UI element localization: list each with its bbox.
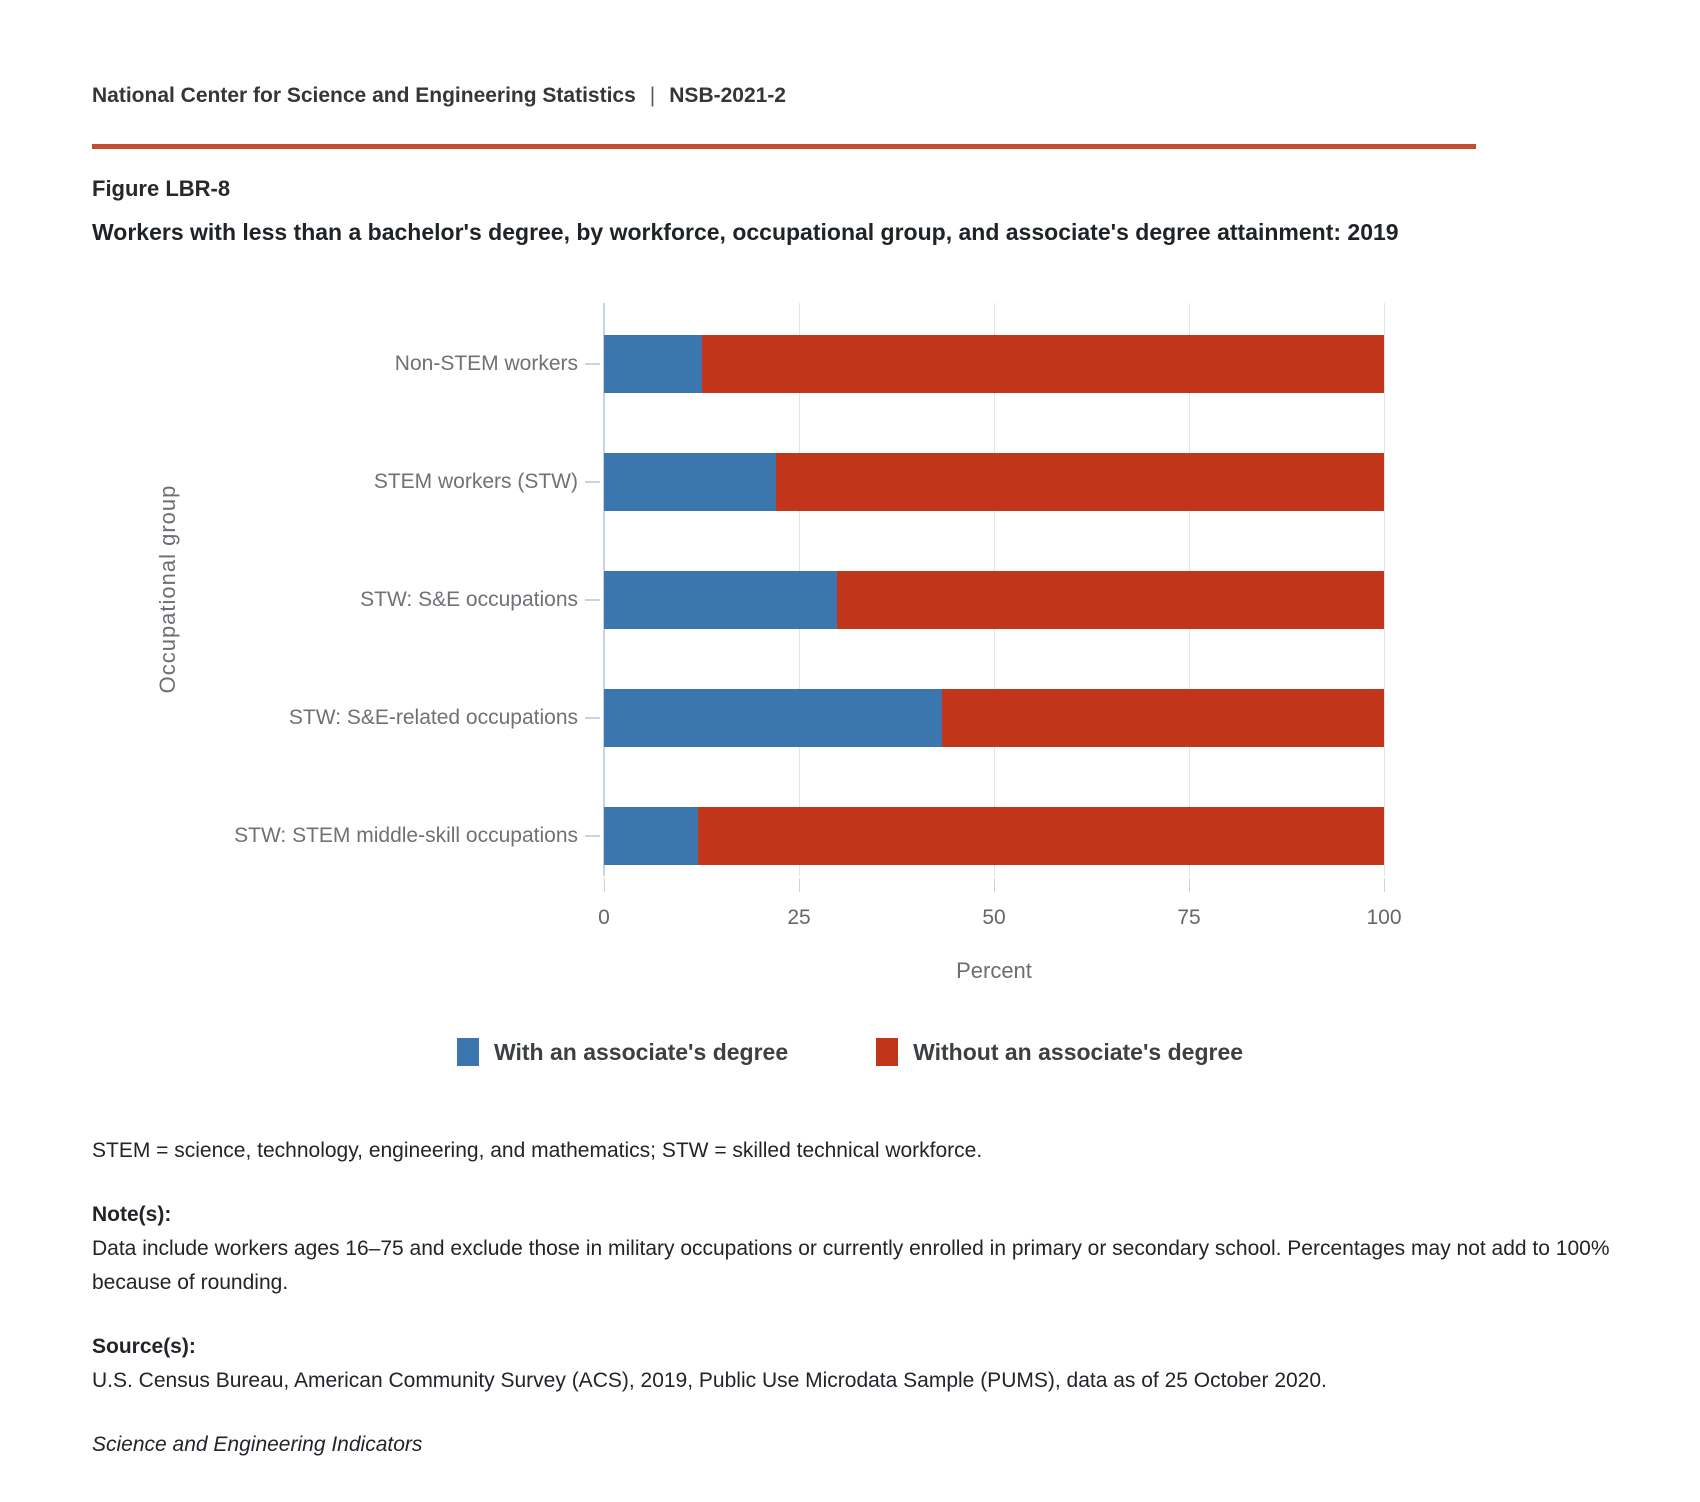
figure-label: Figure LBR-8: [92, 176, 231, 201]
bar-segment[interactable]: [697, 807, 1384, 865]
abbreviation-note: STEM = science, technology, engineering,…: [92, 1139, 983, 1162]
category-tick-mark: [585, 599, 600, 601]
bar-segment[interactable]: [604, 335, 703, 393]
chart-legend: With an associate's degree Without an ass…: [0, 1030, 1700, 1074]
bar-segment[interactable]: [604, 689, 942, 747]
category-label-text: STW: STEM middle-skill occupations: [234, 824, 578, 847]
footnotes: STEM = science, technology, engineering,…: [92, 1134, 1612, 1462]
x-tick-label: 100: [1366, 906, 1402, 929]
bar-segment[interactable]: [837, 571, 1384, 629]
x-axis-ticks: [604, 876, 1385, 892]
sources-heading: Source(s):: [92, 1335, 196, 1358]
legend-swatch: [456, 1038, 479, 1066]
x-tick-mark: [1189, 878, 1190, 892]
sources-text: U.S. Census Bureau, American Community S…: [92, 1369, 1327, 1392]
category-label-text: STW: S&E occupations: [360, 588, 578, 611]
category-label: STEM workers (STW): [0, 453, 600, 511]
x-tick-mark: [994, 878, 995, 892]
legend-item[interactable]: With an associate's degree: [456, 1038, 789, 1066]
report-header: National Center for Science and Engineer…: [92, 84, 786, 108]
gridline: [1384, 303, 1385, 876]
x-tick-mark: [604, 878, 605, 892]
report-id: NSB-2021-2: [669, 84, 786, 107]
category-tick-mark: [585, 835, 600, 837]
category-label-text: STW: S&E-related occupations: [288, 706, 578, 729]
legend-item[interactable]: Without an associate's degree: [876, 1038, 1243, 1066]
category-tick-mark: [585, 363, 600, 365]
x-tick-mark: [799, 878, 800, 892]
bar-row: [604, 807, 1384, 865]
category-label: Non-STEM workers: [0, 335, 600, 393]
figure-title: Workers with less than a bachelor's degr…: [92, 219, 1399, 245]
x-tick-label: 25: [787, 906, 811, 929]
category-label-text: STEM workers (STW): [373, 470, 578, 493]
category-tick-mark: [585, 717, 600, 719]
bar-row: [604, 571, 1384, 629]
x-tick-label: 50: [982, 906, 1006, 929]
bar-row: [604, 453, 1384, 511]
x-tick-mark: [1384, 878, 1385, 892]
category-label: STW: STEM middle-skill occupations: [0, 807, 600, 865]
legend-label: Without an associate's degree: [913, 1038, 1244, 1065]
bar-segment[interactable]: [604, 807, 698, 865]
x-axis-title: Percent: [956, 958, 1032, 983]
header-separator: |: [649, 84, 656, 107]
legend-label: With an associate's degree: [493, 1038, 789, 1065]
notes-text: Data include workers ages 16–75 and excl…: [92, 1237, 1610, 1294]
x-tick-label: 75: [1177, 906, 1201, 929]
bar-row: [604, 335, 1384, 393]
category-tick-mark: [585, 481, 600, 483]
bar-segment[interactable]: [604, 453, 776, 511]
x-axis-tick-labels: 0 25 50 75 100: [598, 906, 1401, 936]
plot-area: [603, 303, 1385, 876]
category-labels: Non-STEM workers STEM workers (STW) STW: S…: [0, 303, 600, 876]
bar-segment[interactable]: [702, 335, 1384, 393]
org-name: National Center for Science and Engineer…: [92, 84, 636, 107]
category-label: STW: S&E-related occupations: [0, 689, 600, 747]
notes-heading: Note(s):: [92, 1203, 172, 1226]
stacked-bar-chart: Occupational group Non-STEM workers STEM …: [0, 278, 1700, 1078]
legend-swatch: [876, 1038, 899, 1066]
accent-rule: [92, 144, 1476, 149]
publication-name: Science and Engineering Indicators: [92, 1433, 423, 1456]
bar-row: [604, 689, 1384, 747]
category-label-text: Non-STEM workers: [394, 352, 578, 375]
bar-segment[interactable]: [775, 453, 1384, 511]
category-label: STW: S&E occupations: [0, 571, 600, 629]
bar-segment[interactable]: [604, 571, 838, 629]
bar-segment[interactable]: [941, 689, 1384, 747]
x-tick-label: 0: [598, 906, 610, 929]
